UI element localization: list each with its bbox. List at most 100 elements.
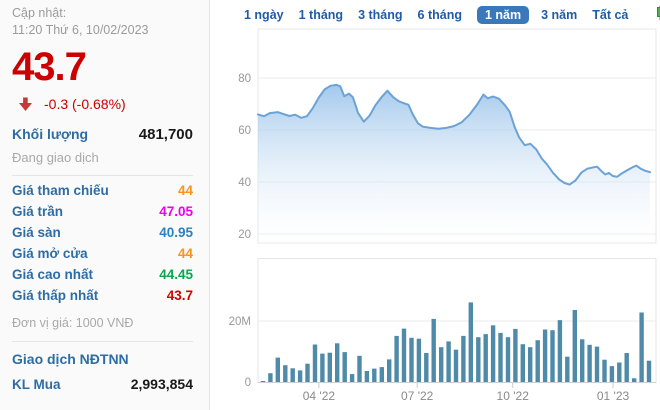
price-area-fill <box>258 84 650 243</box>
volume-bar <box>520 344 525 382</box>
tab-6-tháng[interactable]: 6 tháng <box>417 8 462 22</box>
volume-bar <box>268 373 273 382</box>
volume-bar <box>327 352 332 382</box>
info-row-2: Giá sàn 40.95 <box>12 225 193 246</box>
price-change-value: -0.3 (-0.68%) <box>44 96 126 112</box>
info-row-value: 44.45 <box>159 267 193 282</box>
volume-bar <box>431 318 436 382</box>
volume-bar <box>602 359 607 382</box>
volume-bar <box>646 360 652 382</box>
volume-bar <box>609 366 615 382</box>
volume-bar <box>483 334 488 382</box>
candlestick-glyph <box>657 5 660 20</box>
volume-bar <box>357 355 362 382</box>
volume-bar <box>550 330 555 382</box>
tab-1-tháng[interactable]: 1 tháng <box>298 8 344 22</box>
volume-bar <box>476 337 481 382</box>
session-status: Đang giao dịch <box>12 150 99 165</box>
volume-bar <box>349 374 355 382</box>
divider <box>12 175 193 176</box>
volume-bar <box>513 328 518 382</box>
tab-tất-cả[interactable]: Tất cả <box>592 8 629 22</box>
arrow-down-icon <box>19 97 32 111</box>
info-row-value: 44 <box>177 183 193 198</box>
info-row-0: Giá tham chiếu 44 <box>12 183 193 204</box>
quote-sidebar: Cập nhật: 11:20 Thứ 6, 10/02/2023 43.7 -… <box>0 0 210 410</box>
volume-bar <box>335 343 340 382</box>
x-axis-label: 10 '22 <box>497 389 530 403</box>
tab-1-năm[interactable]: 1 năm <box>476 6 530 24</box>
volume-bar <box>624 353 629 382</box>
price-area-chart[interactable]: 80 60 40 20 <box>210 28 660 244</box>
info-row-label: Giá tham chiếu <box>12 183 109 198</box>
volume-bar <box>401 328 407 382</box>
volume-bar <box>594 346 600 382</box>
volume-y-axis-label: 20M <box>229 316 251 328</box>
volume-bar <box>535 340 540 382</box>
volume-bar <box>387 359 392 382</box>
current-price: 43.7 <box>12 45 87 89</box>
price-y-axis-label: 80 <box>238 73 251 85</box>
volume-bar <box>275 357 280 382</box>
volume-bar <box>498 332 503 382</box>
volume-bar <box>305 363 310 382</box>
volume-bar <box>320 353 325 382</box>
info-row-value: 44 <box>177 246 193 261</box>
volume-bar <box>424 353 429 382</box>
last-updated: Cập nhật: 11:20 Thứ 6, 10/02/2023 <box>12 5 193 38</box>
volume-bar <box>409 337 414 382</box>
info-row-value: 40.95 <box>159 225 193 240</box>
volume-row: Khối lượng 481,700 <box>12 126 193 143</box>
volume-bar <box>587 344 592 382</box>
candlestick-chart-icon[interactable] <box>657 5 660 25</box>
foreign-buy-value: 2,993,854 <box>130 376 193 392</box>
foreign-buy-label: KL Mua <box>12 377 61 392</box>
x-axis-label: 07 '22 <box>401 389 434 403</box>
volume-bar <box>439 347 444 382</box>
volume-bar <box>632 378 637 382</box>
price-y-axis-label: 60 <box>238 125 251 137</box>
volume-bar <box>490 325 496 382</box>
volume-bar <box>639 312 644 382</box>
volume-bar-chart[interactable]: 20M 0 04 '22 07 '22 10 '22 01 '23 <box>210 258 660 410</box>
volume-bar <box>379 367 384 382</box>
volume-bar <box>505 337 511 382</box>
tab-3-năm[interactable]: 3 năm <box>541 8 578 22</box>
volume-bar <box>283 365 288 382</box>
price-info-rows: Giá tham chiếu 44 Giá trần 47.05 Giá sàn 40.9… <box>12 183 193 309</box>
price-line <box>257 83 651 186</box>
info-row-value: 47.05 <box>159 204 193 219</box>
volume-bar <box>617 362 622 382</box>
x-axis-label: 01 '23 <box>597 389 630 403</box>
volume-bar <box>372 368 377 382</box>
info-row-1: Giá trần 47.05 <box>12 204 193 225</box>
volume-bar <box>297 370 303 382</box>
volume-bar <box>260 381 266 382</box>
chart-panel: 1 ngày 1 tháng 3 tháng 6 tháng 1 năm 3 năm Tất… <box>210 0 660 410</box>
volume-bar <box>572 310 577 382</box>
info-row-label: Giá mở cửa <box>12 246 88 261</box>
price-unit-note: Đơn vị giá: 1000 VNĐ <box>12 316 134 330</box>
volume-bar <box>453 349 459 382</box>
volume-bar <box>364 371 370 382</box>
volume-bar <box>394 335 399 382</box>
info-row-3: Giá mở cửa 44 <box>12 246 193 267</box>
volume-bar <box>542 329 548 382</box>
tab-1-ngày[interactable]: 1 ngày <box>244 8 284 22</box>
info-row-label: Giá thấp nhất <box>12 288 99 303</box>
volume-value: 481,700 <box>138 126 193 143</box>
price-y-axis-label: 20 <box>238 229 251 241</box>
volume-bar <box>468 302 473 382</box>
divider <box>12 341 193 342</box>
info-row-label: Giá cao nhất <box>12 267 94 282</box>
volume-label: Khối lượng <box>12 126 89 142</box>
volume-bar <box>342 352 347 382</box>
info-row-4: Giá cao nhất 44.45 <box>12 267 193 288</box>
tab-3-tháng[interactable]: 3 tháng <box>358 8 403 22</box>
info-row-label: Giá sàn <box>12 225 61 240</box>
foreign-trading-header: Giao dịch NĐTNN <box>12 351 129 367</box>
volume-bar <box>565 356 570 382</box>
volume-y-axis-label: 0 <box>245 377 251 389</box>
price-change-row: -0.3 (-0.68%) <box>18 96 193 112</box>
